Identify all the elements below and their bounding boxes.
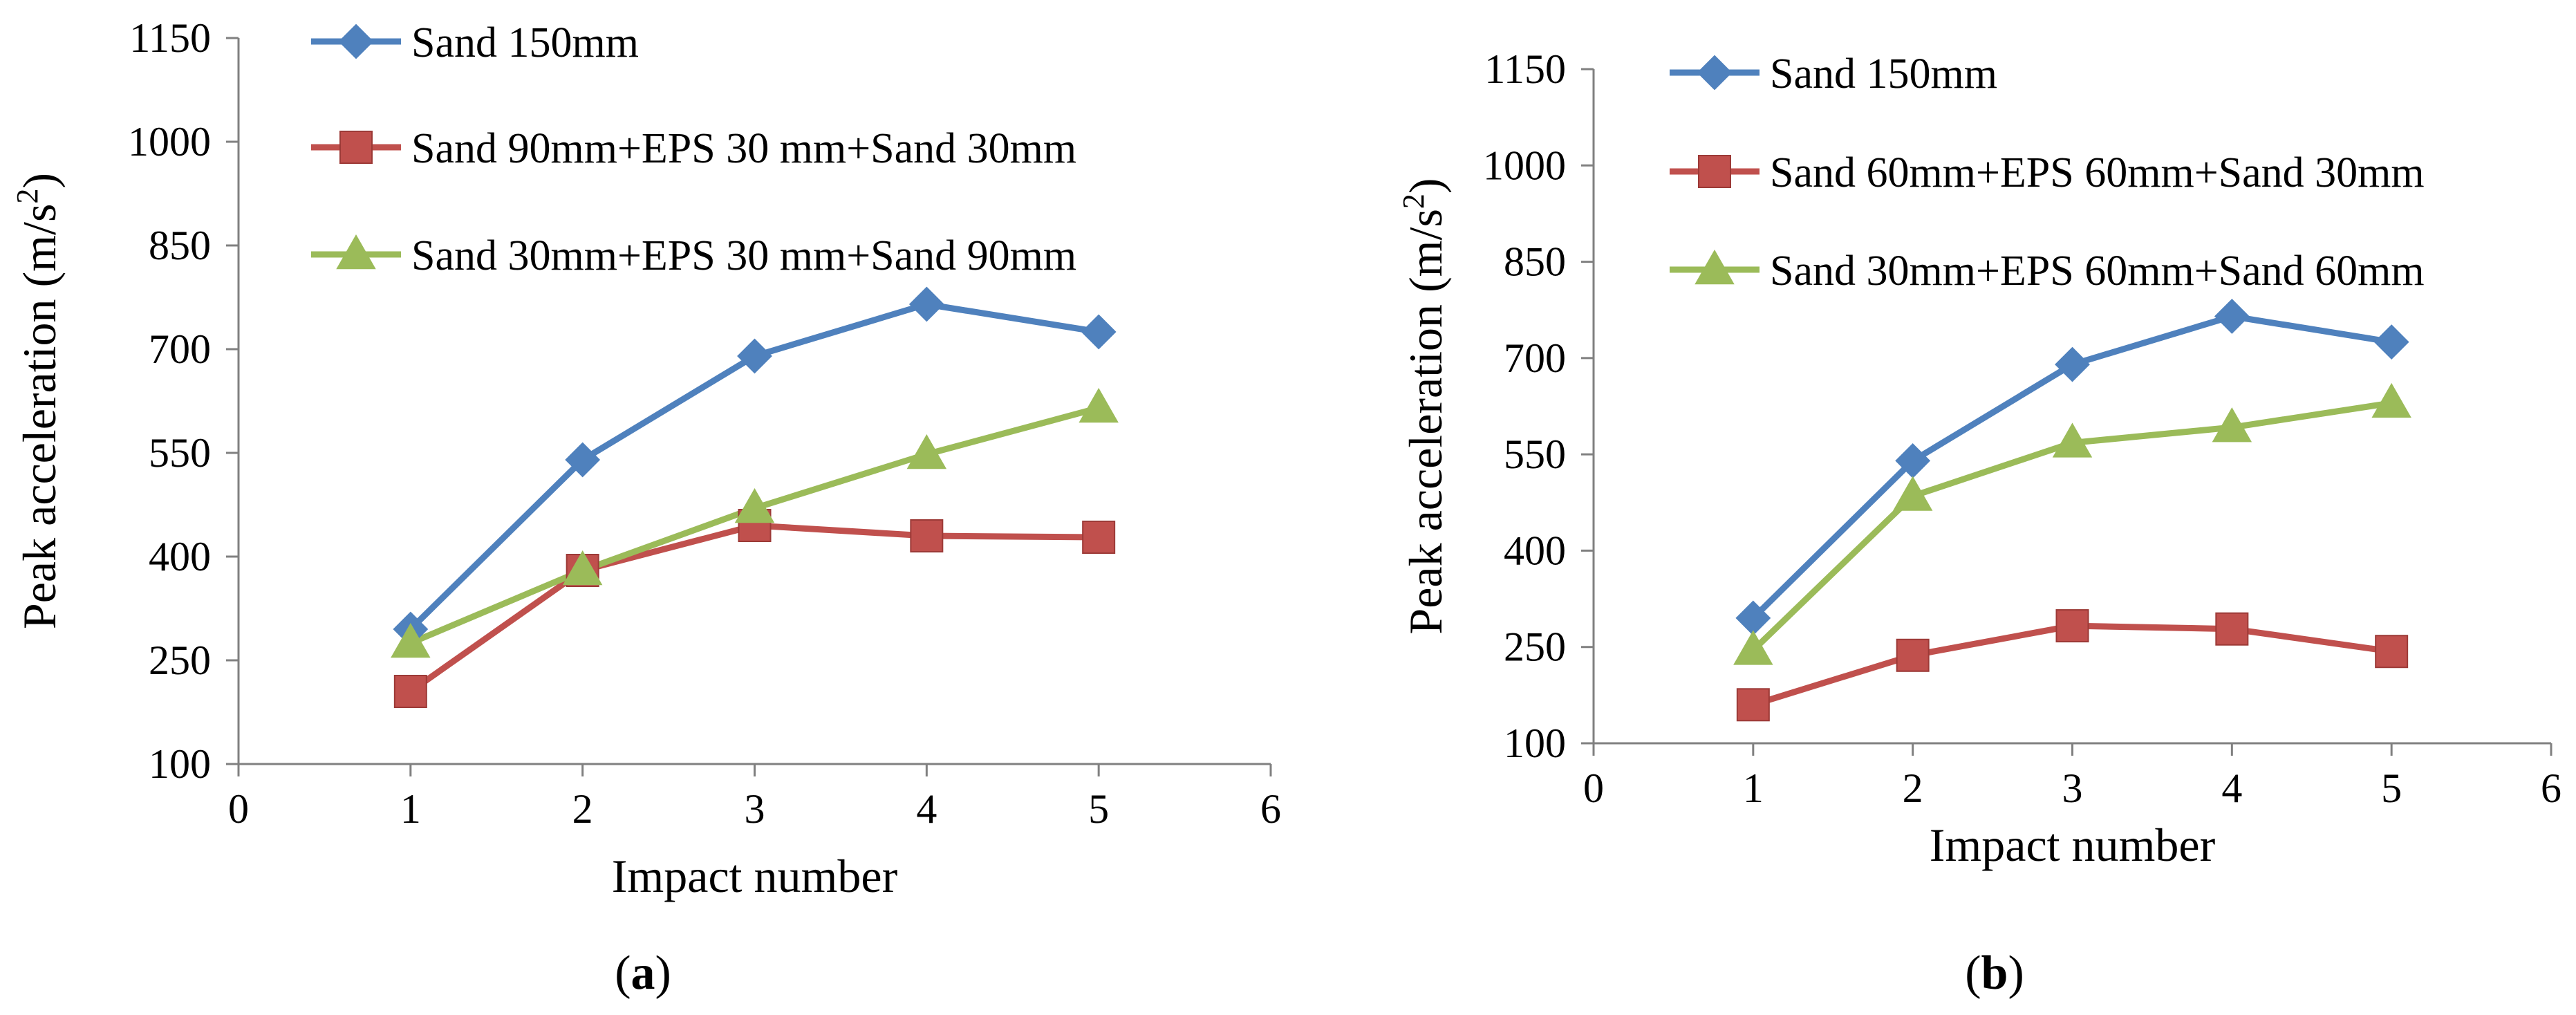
legend-entry-3: Sand 30mm+EPS 60mm+Sand 60mm (1770, 248, 2425, 295)
y-axis-title-main: Peak acceleration (m/s (13, 204, 66, 630)
y-tick-label: 1150 (129, 15, 211, 61)
x-tick-label: 4 (2221, 765, 2242, 811)
y-tick-label: 550 (1504, 431, 1566, 477)
data-point-series-2 (1736, 688, 1770, 722)
data-point-series-2 (910, 519, 944, 552)
data-point-series-3 (2052, 422, 2093, 458)
panel-caption: (b) (1965, 947, 2024, 1000)
y-tick-label: 700 (149, 326, 211, 372)
legend-entry-1: Sand 150mm (411, 19, 639, 66)
data-point-series-1 (737, 338, 772, 374)
y-tick-label: 550 (149, 430, 211, 476)
x-tick-label: 6 (2541, 765, 2561, 811)
y-axis-title-superscript: 2 (10, 189, 44, 204)
panel-caption: (a) (615, 947, 671, 1000)
y-tick-label: 400 (1504, 528, 1566, 573)
data-point-series-3 (2212, 407, 2252, 443)
series-line-2 (407, 522, 1102, 695)
y-tick-label: 850 (149, 223, 211, 268)
data-point-series-2 (2375, 635, 2409, 669)
x-tick-label: 2 (572, 786, 593, 832)
data-point-series-3 (2371, 382, 2411, 418)
data-point-series-2 (2215, 612, 2249, 646)
x-tick-label: 0 (1583, 765, 1604, 811)
y-axis-title: Peak acceleration (m/s2) (1397, 178, 1452, 634)
y-tick-label: 850 (1504, 239, 1566, 285)
data-point-series-1 (2214, 299, 2250, 334)
x-tick-label: 4 (916, 786, 937, 832)
data-point-series-3 (391, 622, 431, 658)
chart-a: 100 250 400 550 700 850 1000 1150 0 1 2 3 4 5 6 Impact … (10, 15, 1281, 1000)
x-axis-title: Impact number (612, 850, 898, 902)
panel-caption-letter: a (631, 947, 655, 1000)
data-point-series-3 (906, 434, 947, 469)
x-tick-label: 2 (1903, 765, 1923, 811)
y-axis-title-close: ) (13, 173, 66, 189)
y-tick-label: 400 (149, 534, 211, 579)
y-tick-label: 1000 (1483, 142, 1566, 188)
y-tick-label: 100 (149, 741, 211, 787)
data-point-series-1 (2373, 324, 2409, 360)
data-point-series-2 (1896, 638, 1930, 672)
y-axis-title-superscript: 2 (1397, 194, 1430, 209)
data-point-series-1 (565, 442, 601, 478)
legend-marker-3 (336, 234, 376, 270)
y-axis-title-main: Peak acceleration (m/s (1399, 209, 1452, 635)
x-tick-label: 3 (745, 786, 765, 832)
panel-caption-letter: b (1981, 947, 2008, 1000)
y-tick-label: 1150 (1484, 46, 1566, 92)
data-point-series-2 (393, 675, 427, 708)
legend-entry-1: Sand 150mm (1770, 50, 1997, 97)
data-point-series-1 (2055, 346, 2090, 382)
chart-b: 100 250 400 550 700 850 1000 1150 0 1 2 3 4 5 6 Impact … (1397, 46, 2561, 1000)
legend-entry-2: Sand 60mm+EPS 60mm+Sand 30mm (1770, 149, 2425, 196)
legend-entry-2: Sand 90mm+EPS 30 mm+Sand 30mm (411, 125, 1076, 172)
data-point-series-3 (1079, 387, 1119, 423)
y-tick-label: 1000 (128, 119, 211, 165)
data-point-series-3 (1892, 476, 1933, 511)
legend-marker-2 (1698, 155, 1731, 188)
data-point-series-2 (1082, 521, 1116, 554)
data-point-series-3 (562, 550, 603, 586)
legend-marker-1 (338, 24, 374, 59)
y-tick-label: 250 (149, 637, 211, 683)
x-tick-label: 1 (400, 786, 421, 832)
x-tick-label: 0 (228, 786, 249, 832)
x-axis-title: Impact number (1930, 819, 2216, 871)
data-point-series-1 (1081, 314, 1117, 350)
legend-marker-3 (1695, 249, 1735, 285)
legend-marker-2 (339, 131, 373, 164)
data-point-series-3 (734, 487, 775, 523)
y-tick-label: 100 (1504, 720, 1566, 766)
y-axis-title-close: ) (1399, 178, 1452, 194)
x-tick-label: 5 (1088, 786, 1109, 832)
x-tick-label: 6 (1260, 786, 1281, 832)
data-point-series-3 (1733, 630, 1773, 665)
x-tick-label: 1 (1743, 765, 1764, 811)
x-tick-label: 3 (2062, 765, 2083, 811)
data-point-series-1 (908, 286, 944, 322)
y-axis-title: Peak acceleration (m/s2) (10, 173, 66, 629)
data-point-series-2 (2055, 609, 2089, 643)
legend-entry-3: Sand 30mm+EPS 30 mm+Sand 90mm (411, 232, 1076, 279)
y-tick-label: 250 (1504, 624, 1566, 670)
y-tick-label: 700 (1504, 335, 1566, 381)
x-tick-label: 5 (2381, 765, 2402, 811)
legend-marker-1 (1697, 55, 1733, 91)
